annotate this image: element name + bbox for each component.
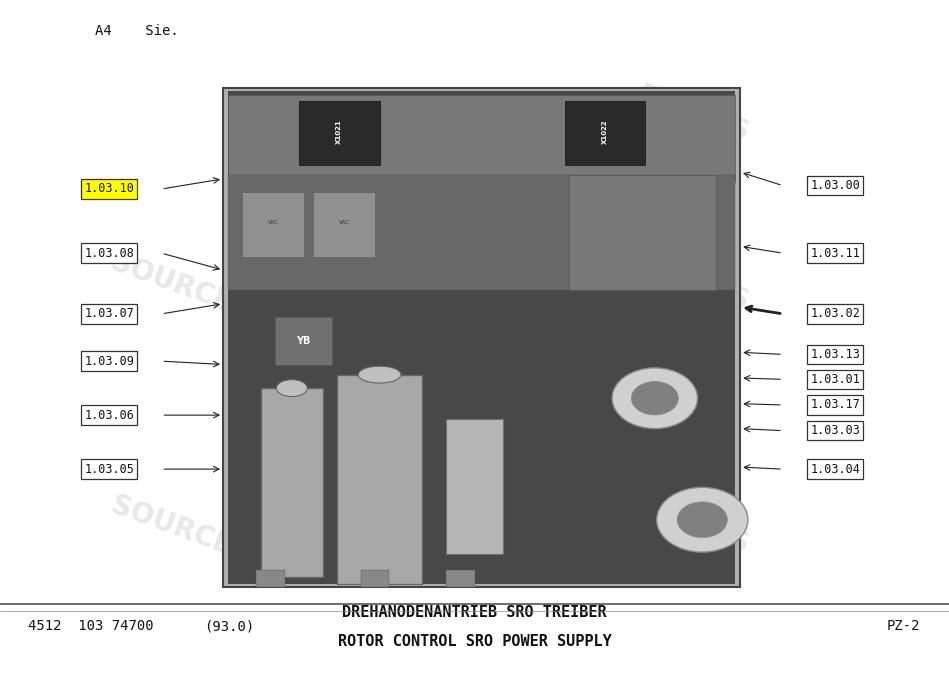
Ellipse shape bbox=[276, 379, 307, 396]
Text: SOURCE: SOURCE bbox=[106, 491, 235, 562]
Text: SOURCE: SOURCE bbox=[410, 302, 539, 373]
Text: 1.03.05: 1.03.05 bbox=[84, 462, 134, 476]
Text: X1021: X1021 bbox=[336, 119, 342, 144]
Text: 1.03.06: 1.03.06 bbox=[84, 408, 134, 422]
Text: 1.03.13: 1.03.13 bbox=[810, 348, 860, 361]
Bar bbox=[242, 192, 304, 256]
Text: SOURCE: SOURCE bbox=[106, 248, 235, 319]
Ellipse shape bbox=[358, 366, 400, 383]
Text: PARTSS: PARTSS bbox=[633, 250, 753, 317]
Bar bbox=[313, 192, 375, 256]
Bar bbox=[565, 101, 645, 165]
Bar bbox=[261, 388, 323, 577]
Text: VAC: VAC bbox=[268, 220, 279, 225]
Text: 1.03.08: 1.03.08 bbox=[84, 246, 134, 260]
Text: YB: YB bbox=[296, 336, 311, 346]
Bar bbox=[275, 317, 332, 365]
Bar bbox=[361, 570, 389, 587]
Text: PZ-2: PZ-2 bbox=[887, 620, 921, 633]
Bar bbox=[228, 91, 735, 584]
Text: PARTSS: PARTSS bbox=[633, 82, 753, 148]
Text: VAC: VAC bbox=[339, 220, 350, 225]
Text: 1.03.01: 1.03.01 bbox=[810, 373, 860, 386]
Text: DREHANODENANTRIEB SRO TREIBER: DREHANODENANTRIEB SRO TREIBER bbox=[343, 605, 606, 620]
Circle shape bbox=[631, 381, 679, 415]
Circle shape bbox=[657, 487, 748, 552]
Bar bbox=[446, 570, 474, 587]
Text: (93.0): (93.0) bbox=[204, 620, 254, 633]
Bar bbox=[228, 176, 735, 290]
Text: 1.03.07: 1.03.07 bbox=[84, 307, 134, 321]
Bar bbox=[569, 176, 716, 290]
Bar bbox=[228, 95, 735, 182]
Bar bbox=[299, 101, 380, 165]
Text: 1.03.03: 1.03.03 bbox=[810, 424, 860, 437]
Text: X1022: X1022 bbox=[602, 119, 607, 144]
Text: 1.03.09: 1.03.09 bbox=[84, 354, 134, 368]
Bar bbox=[223, 88, 740, 587]
Text: 1.03.04: 1.03.04 bbox=[810, 462, 860, 476]
Text: ROTOR CONTROL SRO POWER SUPPLY: ROTOR CONTROL SRO POWER SUPPLY bbox=[338, 634, 611, 649]
Text: 1.03.17: 1.03.17 bbox=[810, 398, 860, 412]
Bar bbox=[446, 418, 503, 554]
Circle shape bbox=[678, 502, 727, 537]
Text: PARTSS: PARTSS bbox=[633, 493, 753, 560]
Bar bbox=[256, 570, 285, 587]
Text: 1.03.10: 1.03.10 bbox=[84, 182, 134, 196]
Bar bbox=[337, 375, 422, 584]
Circle shape bbox=[612, 368, 698, 429]
Text: 4512  103 74700: 4512 103 74700 bbox=[28, 620, 154, 633]
Text: 1.03.02: 1.03.02 bbox=[810, 307, 860, 321]
Text: 1.03.11: 1.03.11 bbox=[810, 246, 860, 260]
Text: A4    Sie.: A4 Sie. bbox=[95, 24, 178, 38]
Text: 1.03.00: 1.03.00 bbox=[810, 179, 860, 192]
